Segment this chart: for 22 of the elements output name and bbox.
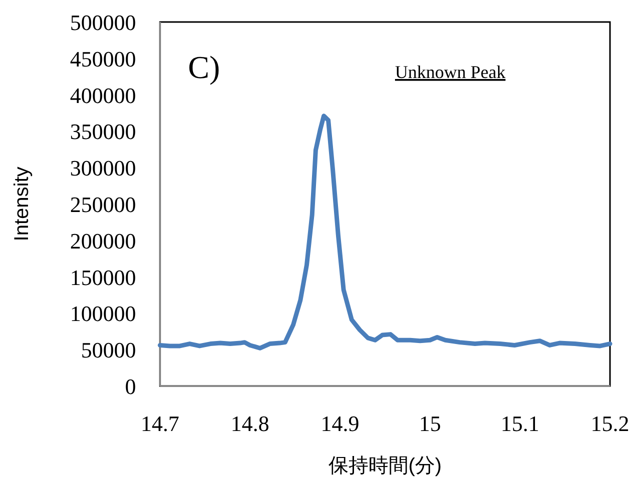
y-tick-label: 500000 — [70, 10, 136, 35]
annotation: Unknown Peak — [395, 62, 506, 82]
y-tick-label: 150000 — [70, 264, 136, 290]
line-series — [158, 114, 612, 350]
y-tick-label: 450000 — [70, 46, 136, 72]
y-tick-label: 100000 — [70, 301, 136, 326]
y-axis-title: Intensity — [11, 166, 33, 242]
y-tick-label: 350000 — [70, 119, 136, 144]
x-tick-label: 14.8 — [230, 411, 270, 436]
annotation: C) — [188, 49, 220, 85]
x-tick-label: 14.9 — [320, 411, 360, 436]
y-tick-label: 250000 — [70, 192, 136, 217]
y-tick-label: 200000 — [70, 228, 136, 254]
y-tick-label: 300000 — [70, 156, 136, 181]
y-tick-label: 400000 — [70, 82, 136, 108]
x-tick-label: 15.2 — [590, 411, 630, 436]
y-tick-label: 0 — [125, 374, 136, 399]
x-tick-label: 14.7 — [140, 411, 180, 436]
x-tick-label: 15.1 — [500, 411, 540, 436]
x-axis-title: 保持時間(分) — [328, 455, 442, 477]
y-tick-label: 50000 — [81, 338, 136, 363]
x-tick-label: 15 — [419, 411, 441, 436]
